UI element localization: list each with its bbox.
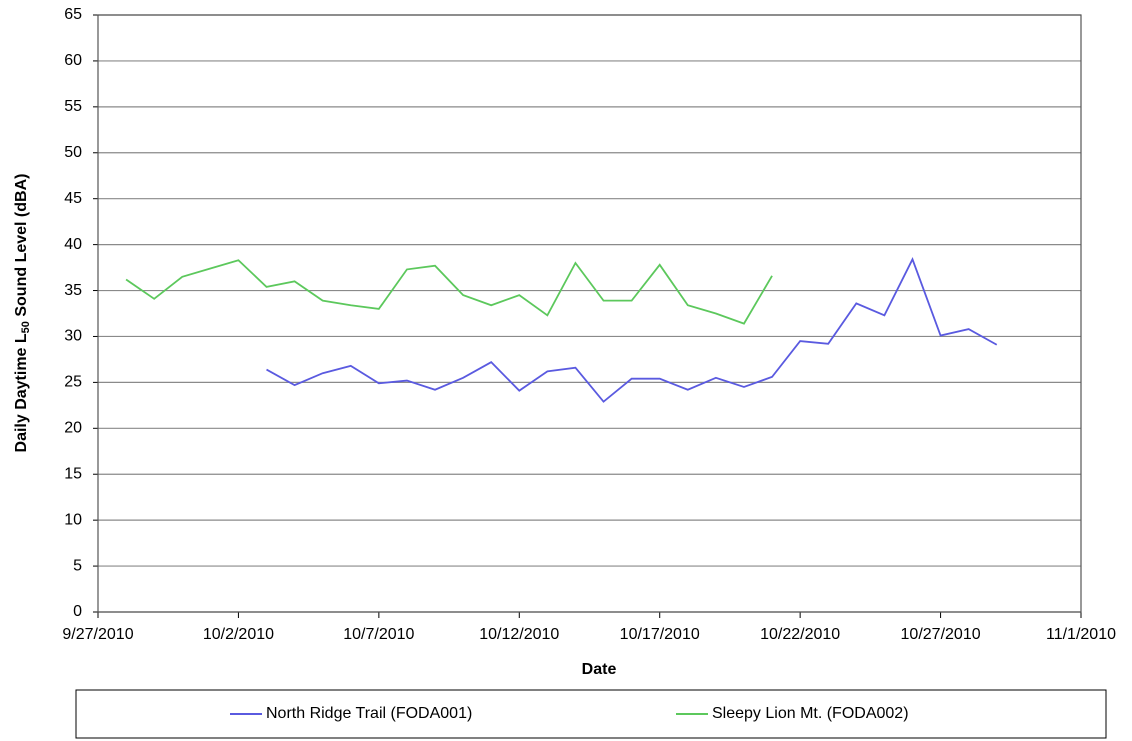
plot-frame: [97, 14, 1082, 613]
x-axis-title: Date: [582, 661, 617, 678]
x-tick-label: 10/2/2010: [203, 626, 274, 643]
y-tick-label: 65: [64, 6, 82, 23]
x-tick-label: 11/1/2010: [1046, 626, 1116, 643]
y-axis-title-subscript: 50: [20, 321, 32, 333]
x-tick-label: 10/12/2010: [479, 626, 559, 643]
y-tick-label: 60: [64, 52, 82, 69]
y-tick-label: 10: [64, 511, 82, 528]
x-tick-label: 10/27/2010: [901, 626, 981, 643]
y-axis-title-part: Sound Level (dBA): [13, 174, 30, 322]
legend-box: [75, 689, 1107, 739]
y-tick-label: 45: [64, 190, 82, 207]
y-tick-label: 40: [64, 236, 82, 253]
x-tick-label: 10/7/2010: [343, 626, 414, 643]
y-tick-label: 55: [64, 98, 82, 115]
legend-label: Sleepy Lion Mt. (FODA002): [712, 705, 909, 722]
y-axis-title: Daily Daytime L50 Sound Level (dBA): [13, 174, 32, 453]
y-tick-label: 20: [64, 420, 82, 437]
y-tick-label: 5: [73, 557, 82, 574]
x-tick-label: 10/22/2010: [760, 626, 840, 643]
x-tick-label: 9/27/2010: [62, 626, 133, 643]
series-line: [125, 259, 773, 325]
series-line: [266, 257, 998, 403]
x-tick-label: 10/17/2010: [620, 626, 700, 643]
y-tick-label: 25: [64, 374, 82, 391]
y-tick-label: 35: [64, 282, 82, 299]
y-tick-label: 50: [64, 144, 82, 161]
y-tick-label: 15: [64, 465, 82, 482]
legend-label: North Ridge Trail (FODA001): [266, 705, 472, 722]
y-tick-label: 30: [64, 328, 82, 345]
y-tick-label: 0: [73, 603, 82, 620]
y-axis-title-part: Daily Daytime L: [13, 333, 30, 452]
